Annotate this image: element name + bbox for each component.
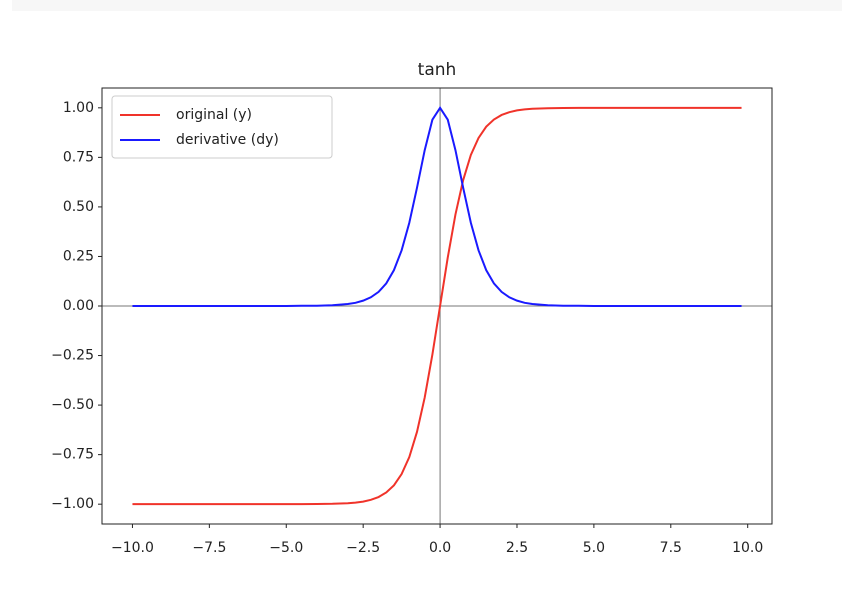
y-tick-label: −1.00 (51, 496, 94, 512)
x-tick-label: 10.0 (732, 540, 763, 556)
y-tick-label: 0.50 (63, 199, 94, 215)
y-tick-label: −0.25 (51, 348, 94, 364)
line (132, 105, 742, 307)
x-tick-label: 7.5 (660, 540, 682, 556)
x-tick-label: −10.0 (111, 540, 154, 556)
y-tick-label: 0.75 (63, 149, 94, 165)
x-tick-label: −7.5 (192, 540, 226, 556)
plot-frame (101, 87, 773, 525)
y-tick-label: 0.00 (63, 298, 94, 314)
x-tick-label: 0.0 (429, 540, 451, 556)
y-tick-label: −0.75 (51, 447, 94, 463)
x-tick-label: 5.0 (583, 540, 605, 556)
legend-label: original (y) (176, 107, 252, 123)
y-tick-label: 1.00 (63, 100, 94, 116)
x-tick-label: −5.0 (269, 540, 303, 556)
legend-label: derivative (dy) (176, 132, 279, 148)
chart-title: tanh (418, 60, 457, 80)
y-tick-label: 0.25 (63, 248, 94, 264)
x-tick-label: 2.5 (506, 540, 528, 556)
line (132, 106, 742, 506)
legend-box (111, 95, 333, 159)
cell-bar (12, 0, 842, 11)
legend: original (y) derivative (dy) (111, 95, 333, 159)
x-tick-label: −2.5 (346, 540, 380, 556)
y-tick-label: −0.50 (51, 397, 94, 413)
